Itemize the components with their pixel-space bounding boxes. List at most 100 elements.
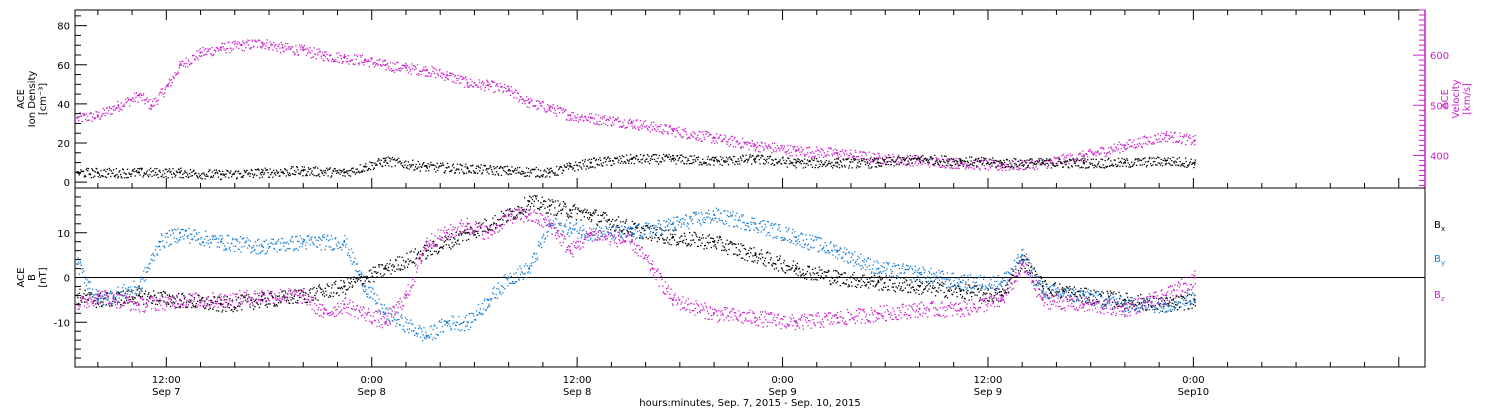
velocity-series-point	[466, 81, 469, 84]
b-bz-series-point	[795, 321, 798, 324]
density-series-point	[1193, 161, 1196, 164]
b-by-series-point	[302, 240, 305, 243]
velocity-series-point	[363, 59, 366, 62]
velocity-series-point	[445, 74, 449, 77]
b-bz-series-point	[507, 213, 510, 216]
velocity-series-point	[281, 46, 284, 49]
b-bz-series-point	[528, 213, 531, 216]
x-tick-date-label: Sep10	[1178, 387, 1210, 398]
velocity-series-point	[178, 64, 182, 67]
b-by-series-point	[425, 334, 428, 337]
b-bx-series-point	[959, 289, 962, 292]
b-bz-series-point	[877, 312, 880, 315]
b-by-series-point	[1021, 254, 1024, 257]
density-series-point	[630, 157, 634, 160]
b-by-series-point	[343, 240, 346, 243]
b-bz-series-point	[918, 307, 921, 310]
b-bz-series-point	[220, 298, 223, 301]
b-by-series-point	[158, 240, 161, 243]
b-bz-series-point	[836, 316, 839, 319]
top-panel-frame	[74, 9, 1426, 189]
b-bz-series-point	[569, 249, 572, 252]
b-by-series-point	[795, 236, 798, 239]
b-bz-series-point	[1021, 263, 1024, 266]
density-series-point	[425, 165, 428, 168]
top-left-tick-label: 0	[64, 178, 70, 189]
density-series-point	[1123, 161, 1126, 164]
x-tick-time-label: 12:00	[974, 375, 1003, 386]
b-bx-series-point	[384, 267, 387, 270]
density-series-point	[96, 171, 99, 174]
b-by-series-point	[1164, 303, 1168, 306]
velocity-series	[76, 39, 1196, 171]
x-tick-time-label: 12:00	[152, 375, 181, 386]
b-bz-series	[76, 207, 1196, 331]
top-left-axis-label-line: [cm⁻³]	[38, 83, 49, 115]
density-series-point	[569, 165, 572, 168]
velocity-series-point	[877, 156, 880, 159]
bottom-left-tick-label: 0	[64, 274, 70, 285]
legend-label: B	[1434, 254, 1441, 265]
b-bx-series-point	[795, 267, 798, 270]
b-bx-series-point	[713, 240, 716, 243]
velocity-series-point	[671, 129, 675, 132]
b-bx-series-point	[261, 298, 264, 301]
b-by-series-point	[528, 267, 531, 270]
top-left-tick-label: 80	[57, 22, 70, 33]
x-tick-time-label: 0:00	[361, 375, 383, 386]
b-bz-series-point	[445, 231, 449, 234]
b-by-series-point	[487, 298, 490, 301]
density-series-point	[713, 159, 716, 162]
b-bz-series-point	[589, 231, 592, 234]
density-series-point	[877, 161, 880, 164]
velocity-series-point	[836, 151, 839, 154]
b-by-series-point	[466, 321, 469, 324]
b-by-series-point	[836, 249, 839, 252]
x-tick-date-label: Sep 9	[768, 387, 796, 398]
velocity-series-point	[569, 114, 572, 117]
velocity-series-point	[302, 49, 305, 52]
velocity-series-point	[589, 116, 592, 119]
b-bz-series-point	[754, 316, 757, 319]
b-bz-series-point	[1164, 294, 1168, 297]
b-bx-series-point	[569, 209, 572, 212]
x-tick-date-label: Sep 8	[563, 387, 591, 398]
b-bz-series-point	[261, 294, 264, 297]
velocity-series-point	[322, 54, 325, 57]
b-bz-series-point	[487, 231, 490, 234]
b-bz-series-point	[425, 240, 428, 243]
density-series-point	[548, 171, 551, 174]
top-right-tick-label: 600	[1430, 51, 1449, 62]
velocity-series-point	[713, 136, 716, 139]
b-bz-series-point	[322, 312, 325, 315]
b-bx-series-point	[528, 200, 531, 203]
x-axis-title: hours:minutes, Sep. 7, 2015 - Sep. 10, 2…	[639, 398, 860, 409]
b-bz-series-point	[1123, 307, 1126, 310]
b-by-series-point	[754, 222, 757, 225]
b-by-series-point	[877, 267, 880, 270]
b-by-series-point	[137, 285, 140, 288]
velocity-series-point	[1082, 154, 1085, 157]
b-by-series-point	[96, 298, 99, 301]
b-bz-series-point	[302, 294, 305, 297]
top-left-tick-label: 60	[57, 61, 70, 72]
density-series-point	[959, 159, 962, 162]
velocity-series-point	[404, 66, 408, 69]
velocity-series-point	[918, 159, 921, 162]
b-bz-series-point	[137, 303, 140, 306]
legend-subscript: z	[1441, 295, 1445, 303]
density-series-point	[671, 157, 675, 160]
b-by-series-point	[630, 231, 634, 234]
b-bz-series-point	[466, 222, 469, 225]
b-bx-series-point	[1000, 294, 1003, 297]
velocity-series-point	[150, 104, 153, 107]
b-bz-series-point	[1082, 303, 1085, 306]
b-bx-series	[76, 194, 1196, 313]
velocity-series-point	[507, 89, 510, 92]
b-by-series-point	[569, 227, 572, 230]
